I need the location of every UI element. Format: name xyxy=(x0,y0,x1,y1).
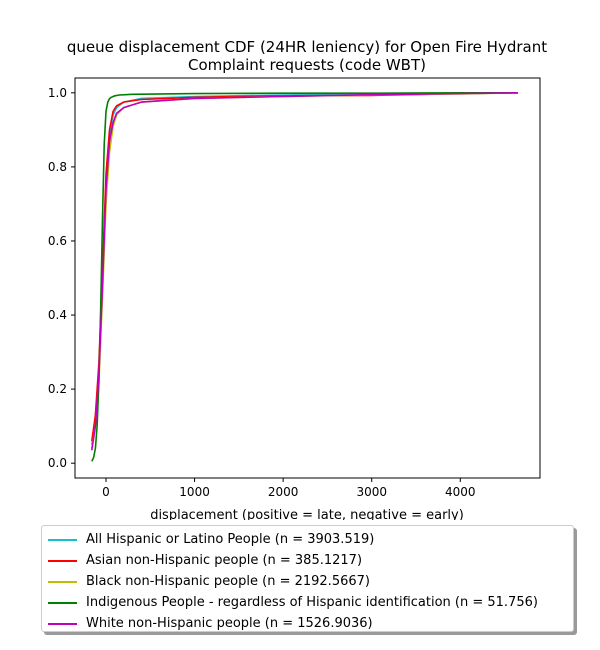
legend: All Hispanic or Latino People (n = 3903.… xyxy=(41,525,574,632)
y-tick-label: 0.4 xyxy=(48,308,67,322)
series-line-3 xyxy=(91,92,518,462)
legend-item: Indigenous People - regardless of Hispan… xyxy=(48,592,573,613)
legend-swatch xyxy=(48,538,77,541)
legend-item: All Hispanic or Latino People (n = 3903.… xyxy=(48,529,573,550)
chart-title-line-2: Complaint requests (code WBT) xyxy=(188,56,426,74)
x-tick-label: 3000 xyxy=(356,485,387,499)
y-tick-label: 1.0 xyxy=(48,86,67,100)
x-axis-ticks: 0 1000 2000 3000 4000 xyxy=(102,478,476,499)
legend-item: Asian non-Hispanic people (n = 385.1217) xyxy=(48,550,573,571)
legend-label: White non-Hispanic people (n = 1526.9036… xyxy=(86,616,373,631)
legend-label: Indigenous People - regardless of Hispan… xyxy=(86,595,538,610)
legend-swatch xyxy=(48,622,77,625)
legend-swatch xyxy=(48,601,77,604)
legend-label: Black non-Hispanic people (n = 2192.5667… xyxy=(86,574,370,589)
y-tick-label: 0.0 xyxy=(48,456,67,470)
x-tick-label: 1000 xyxy=(179,485,210,499)
legend-item: White non-Hispanic people (n = 1526.9036… xyxy=(48,613,573,634)
x-tick-label: 4000 xyxy=(445,485,476,499)
legend-swatch xyxy=(48,559,77,562)
plot-lines xyxy=(91,92,518,462)
series-line-0 xyxy=(91,92,518,445)
legend-item: Black non-Hispanic people (n = 2192.5667… xyxy=(48,571,573,592)
cdf-chart: queue displacement CDF (24HR leniency) f… xyxy=(48,38,547,520)
series-line-4 xyxy=(91,92,518,451)
series-line-1 xyxy=(91,92,518,442)
y-tick-label: 0.8 xyxy=(48,160,67,174)
legend-swatch xyxy=(48,580,77,583)
plot-frame xyxy=(74,77,541,479)
y-tick-label: 0.6 xyxy=(48,234,67,248)
legend-label: All Hispanic or Latino People (n = 3903.… xyxy=(86,532,375,547)
x-tick-label: 0 xyxy=(102,485,110,499)
x-axis-label: displacement (positive = late, negative … xyxy=(150,508,464,520)
y-axis-ticks: 0.0 0.2 0.4 0.6 0.8 1.0 xyxy=(48,86,75,470)
y-tick-label: 0.2 xyxy=(48,382,67,396)
chart-title-line-1: queue displacement CDF (24HR leniency) f… xyxy=(67,38,547,56)
series-line-2 xyxy=(91,92,518,449)
legend-label: Asian non-Hispanic people (n = 385.1217) xyxy=(86,553,363,568)
x-tick-label: 2000 xyxy=(268,485,299,499)
